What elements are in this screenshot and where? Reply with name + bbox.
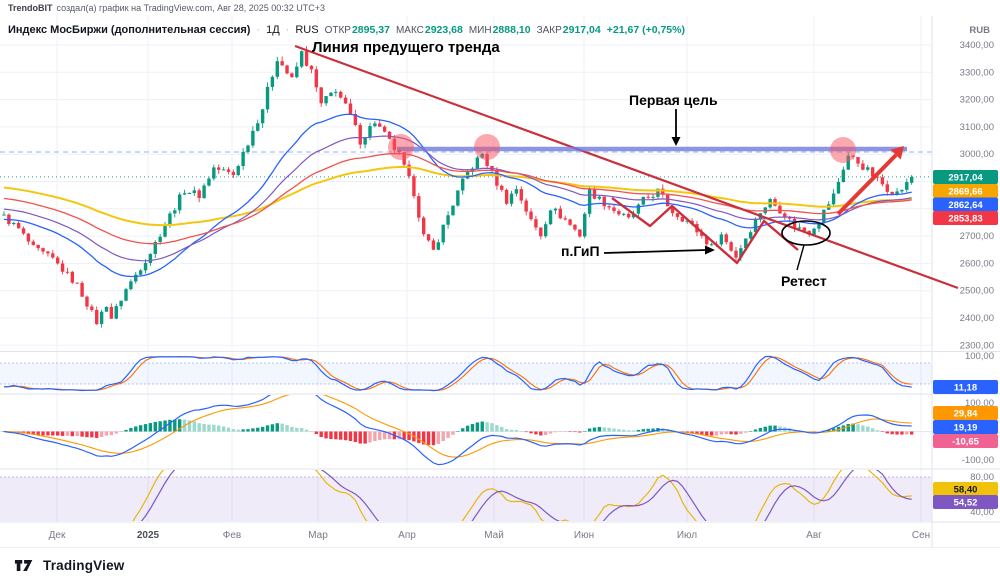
ma-purple <box>3 135 912 262</box>
svg-text:29,84: 29,84 <box>954 408 978 419</box>
footer-bar: TradingView <box>0 547 1000 583</box>
time-axis-label: Дек <box>49 530 66 541</box>
time-axis-label: Авг <box>806 530 822 541</box>
tradingview-brand[interactable]: TradingView <box>43 558 125 573</box>
attribution-text: создал(а) график на TradingView.com, Авг… <box>56 3 326 13</box>
axis-badge <box>933 420 998 434</box>
currency-label: RUB <box>969 25 990 36</box>
time-axis-label: Июл <box>677 530 697 541</box>
svg-text:11,18: 11,18 <box>954 382 977 393</box>
separator-dot: · <box>285 24 290 36</box>
axis-label: 2300,00 <box>960 340 994 351</box>
indicator-bands <box>0 151 932 521</box>
axis-badge <box>933 434 998 448</box>
axis-badge <box>933 495 998 509</box>
change-value: +21,67 (+0,75%) <box>606 24 685 36</box>
highlight-circle[interactable] <box>830 137 856 163</box>
rally-arrow[interactable] <box>836 153 898 216</box>
ohlc-close: ЗАКР 2917,04 <box>536 24 601 36</box>
annotation-hns-label[interactable]: п.ГиП <box>561 243 600 259</box>
ohlc-low: МИН 2888,10 <box>468 24 531 36</box>
oscillator-pane <box>3 355 912 392</box>
macd-pane <box>2 395 914 466</box>
time-axis-label: 2025 <box>137 530 160 541</box>
axis-label: 40,00 <box>970 507 994 518</box>
axis-badge <box>933 482 998 496</box>
axis-label: 3400,00 <box>960 40 994 51</box>
axis-badge <box>933 170 998 184</box>
stochastic-pane <box>132 470 912 521</box>
head-and-shoulders-zigzag[interactable] <box>611 197 799 265</box>
ma-yellow <box>3 166 912 227</box>
time-axis-label: Июн <box>574 530 594 541</box>
axis-badge <box>933 380 998 394</box>
svg-text:54,52: 54,52 <box>954 497 978 508</box>
annotation-trendline-label[interactable]: Линия предущего тренда <box>312 39 500 56</box>
axis-badge <box>933 184 998 198</box>
time-axis-label: Апр <box>398 530 416 541</box>
ma-red <box>3 152 912 245</box>
axis-label: 2700,00 <box>960 231 994 242</box>
ohlc-open: ОТКР 2895,37 <box>324 24 390 36</box>
axis-label: 2400,00 <box>960 313 994 324</box>
svg-text:2862,64: 2862,64 <box>948 200 983 211</box>
exchange-label: RUS <box>295 24 319 36</box>
hns-pointer-arrow[interactable] <box>603 249 707 254</box>
axis-label: 3000,00 <box>960 149 994 160</box>
symbol-name[interactable]: Индекс МосБиржи (дополнительная сессия) <box>8 24 251 36</box>
axis-label: 3100,00 <box>960 122 994 133</box>
axis-label: 2500,00 <box>960 286 994 297</box>
axis-badge <box>933 211 998 225</box>
highlight-circle[interactable] <box>388 134 414 160</box>
axis-badge <box>933 197 998 212</box>
attribution-bar: TrendoBIT создал(а) график на TradingVie… <box>0 0 1000 16</box>
axes[interactable] <box>0 16 1000 547</box>
svg-text:2869,66: 2869,66 <box>948 186 982 197</box>
time-axis-label: Сен <box>912 530 930 541</box>
candlestick-series[interactable] <box>2 46 914 328</box>
svg-text:58,40: 58,40 <box>954 484 978 495</box>
svg-text:2917,04: 2917,04 <box>948 172 983 183</box>
ohlc-high: МАКС 2923,68 <box>395 24 463 36</box>
attribution-author: TrendoBIT <box>8 3 53 13</box>
axis-label: 3200,00 <box>960 95 994 106</box>
time-axis[interactable] <box>0 522 1000 547</box>
axis-label: 3300,00 <box>960 67 994 78</box>
trendline-drawing[interactable] <box>294 44 959 290</box>
axis-label: 100,00 <box>965 398 994 409</box>
user-drawings[interactable] <box>294 44 959 290</box>
retest-ellipse[interactable] <box>781 220 831 246</box>
axis-label: 100,00 <box>965 351 994 362</box>
time-axis-label: Май <box>484 530 504 541</box>
axis-label: 2600,00 <box>960 258 994 269</box>
time-axis-label: Мар <box>308 530 328 541</box>
interval-selector[interactable]: 1Д <box>266 24 280 36</box>
axis-label: 80,00 <box>970 472 994 483</box>
symbol-header: Индекс МосБиржи (дополнительная сессия) … <box>8 24 685 36</box>
svg-text:19,19: 19,19 <box>954 422 978 433</box>
annotation-first-target-label[interactable]: Первая цель <box>629 92 718 108</box>
separator-dot: · <box>256 24 261 36</box>
svg-text:2853,83: 2853,83 <box>948 213 982 224</box>
annotation-retest-label[interactable]: Ретест <box>781 273 827 289</box>
grid <box>0 16 932 522</box>
highlight-circle[interactable] <box>474 134 500 160</box>
time-axis-label: Фев <box>223 530 241 541</box>
axis-labels <box>933 170 998 509</box>
svg-text:-10,65: -10,65 <box>952 436 980 447</box>
axis-label: -100,00 <box>962 455 994 466</box>
tradingview-logo-icon[interactable] <box>14 557 36 574</box>
axis-badge <box>933 406 998 420</box>
